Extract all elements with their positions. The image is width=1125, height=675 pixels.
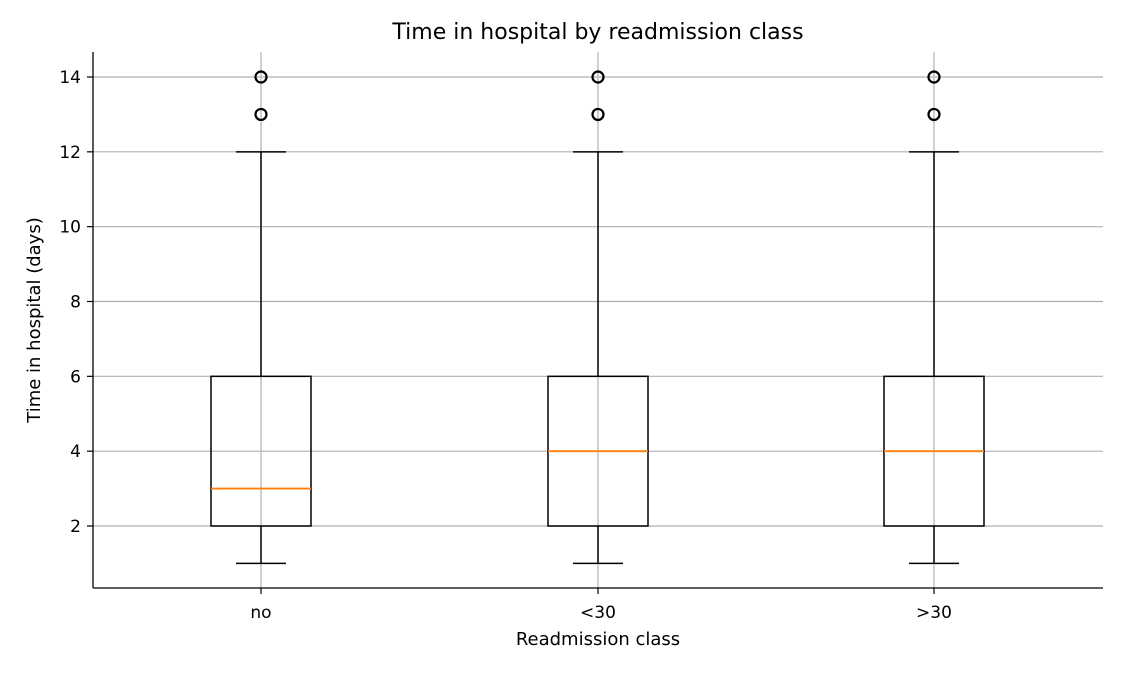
y-tick-label: 14 <box>59 68 81 88</box>
x-axis-label: Readmission class <box>516 629 680 650</box>
y-tick-label: 10 <box>59 218 81 238</box>
iqr-box <box>210 375 312 527</box>
outlier-point <box>254 107 268 122</box>
chart-title: Time in hospital by readmission class <box>391 20 803 45</box>
y-tick-label: 4 <box>70 442 81 462</box>
outlier-point <box>591 107 605 122</box>
box-group <box>547 70 649 565</box>
x-tick-label: no <box>250 603 271 623</box>
boxes-layer <box>210 70 985 565</box>
outlier-point <box>591 70 605 84</box>
box-group <box>210 70 312 565</box>
y-tick-label: 8 <box>70 293 81 313</box>
ticks-layer: 2 4 6 8 10 12 14 no <30 >30 <box>59 68 952 623</box>
outlier-point <box>254 70 268 84</box>
y-tick-label: 6 <box>70 367 81 387</box>
outlier-point <box>927 107 941 122</box>
x-tick-label: <30 <box>580 603 616 623</box>
outlier-point <box>927 70 941 84</box>
box-group <box>883 70 985 565</box>
x-tick-label: >30 <box>916 603 952 623</box>
y-axis-label: Time in hospital (days) <box>24 217 45 423</box>
y-tick-label: 12 <box>59 143 81 163</box>
y-tick-label: 2 <box>70 517 81 537</box>
